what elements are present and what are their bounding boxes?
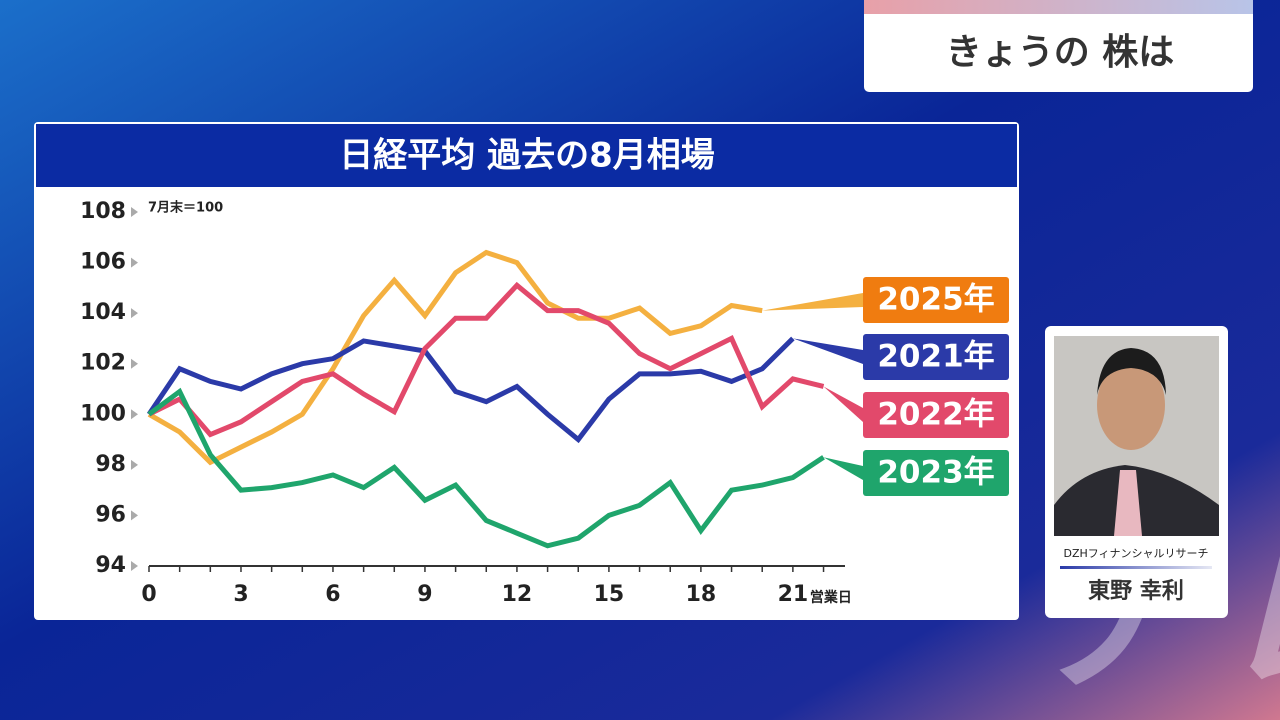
legend-label: 2021年	[877, 339, 994, 375]
y-tick-label: 108	[80, 199, 126, 224]
series-line	[147, 249, 763, 466]
header-title: きょうの 株は	[946, 32, 1175, 73]
y-tick-mark	[131, 561, 138, 571]
person-name: 東野 幸利	[1088, 578, 1184, 604]
legend-box	[863, 277, 1009, 323]
header-card	[864, 0, 1253, 92]
label-connector	[762, 293, 863, 311]
x-tick-label: 9	[417, 582, 432, 607]
y-tick-mark	[131, 207, 138, 217]
legend-box	[863, 392, 1009, 438]
x-tick-label: 21	[778, 582, 809, 607]
y-tick-label: 98	[95, 452, 126, 477]
y-tick-label: 106	[80, 250, 126, 275]
y-tick-mark	[131, 510, 138, 521]
series-line	[146, 336, 795, 444]
chart-title: 日経平均 過去の8月相場	[339, 136, 715, 176]
legend-label: 2022年	[877, 397, 994, 433]
title-bar	[36, 124, 1017, 187]
y-tick-mark	[131, 409, 138, 420]
y-tick-mark	[131, 459, 138, 470]
x-tick-label: 18	[686, 582, 717, 607]
x-tick-label: 3	[233, 582, 248, 607]
y-tick-label: 96	[95, 502, 126, 527]
y-tick-mark	[131, 257, 138, 268]
series-line	[147, 387, 825, 549]
chart-panel	[34, 122, 1019, 620]
note: 7月末＝100	[148, 200, 223, 216]
y-tick-mark	[131, 308, 138, 319]
photo-face	[1097, 360, 1165, 450]
x-axis-label: 営業日	[810, 589, 852, 606]
x-tick-label: 15	[594, 582, 625, 607]
label-connector	[823, 457, 863, 480]
legend-box	[863, 450, 1009, 496]
x-tick-label: 0	[141, 582, 156, 607]
y-tick-label: 100	[80, 401, 126, 426]
series-line	[147, 281, 825, 438]
y-tick-mark	[131, 358, 138, 369]
label-connector	[792, 338, 863, 364]
x-tick-label: 6	[325, 582, 340, 607]
legend-box	[863, 334, 1009, 380]
legend-label: 2023年	[877, 455, 994, 491]
header-strip	[864, 0, 1253, 14]
y-tick-label: 94	[95, 553, 126, 578]
legend-label: 2025年	[877, 282, 994, 318]
x-tick-label: 12	[502, 582, 533, 607]
person-rule	[1060, 566, 1212, 569]
person-company: DZHフィナンシャルリサーチ	[1063, 547, 1208, 560]
y-tick-label: 104	[80, 300, 126, 325]
photo-tie	[1114, 470, 1142, 536]
y-tick-label: 102	[80, 351, 126, 376]
label-connector	[823, 386, 863, 422]
photo-hair	[1097, 348, 1166, 395]
